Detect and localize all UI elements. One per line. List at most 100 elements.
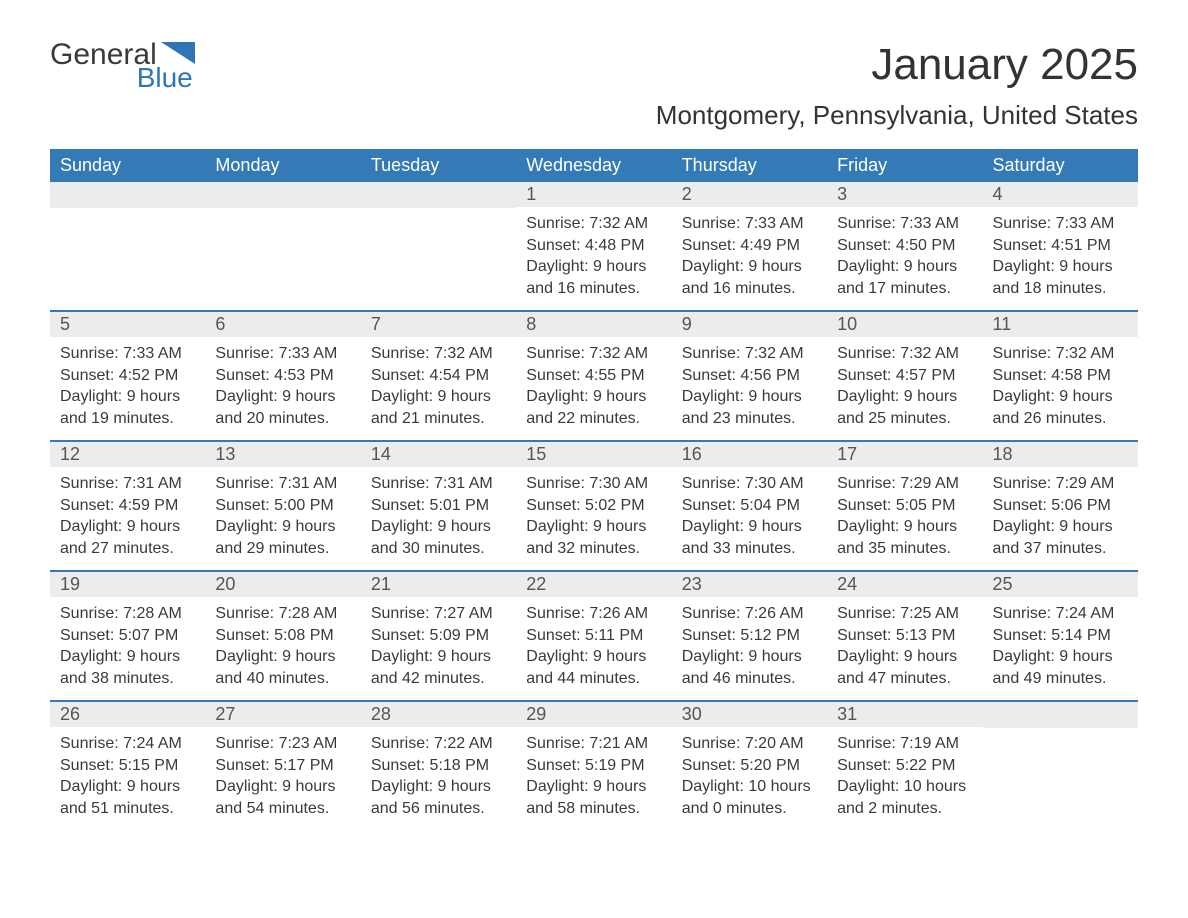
- daylight-line2: and 25 minutes.: [837, 408, 972, 430]
- sunrise-line: Sunrise: 7:32 AM: [682, 343, 817, 365]
- sunrise-line: Sunrise: 7:32 AM: [837, 343, 972, 365]
- day-details: Sunrise: 7:31 AMSunset: 5:01 PMDaylight:…: [361, 467, 516, 559]
- day-details: Sunrise: 7:26 AMSunset: 5:12 PMDaylight:…: [672, 597, 827, 689]
- sunrise-line: Sunrise: 7:26 AM: [682, 603, 817, 625]
- daylight-line2: and 58 minutes.: [526, 798, 661, 820]
- sunrise-line: Sunrise: 7:20 AM: [682, 733, 817, 755]
- day-number: 1: [516, 182, 671, 207]
- sunset-line: Sunset: 5:01 PM: [371, 495, 506, 517]
- calendar-week: 5Sunrise: 7:33 AMSunset: 4:52 PMDaylight…: [50, 310, 1138, 440]
- sunrise-line: Sunrise: 7:19 AM: [837, 733, 972, 755]
- day-number: 8: [516, 312, 671, 337]
- calendar-day: 29Sunrise: 7:21 AMSunset: 5:19 PMDayligh…: [516, 702, 671, 830]
- daylight-line2: and 17 minutes.: [837, 278, 972, 300]
- calendar-day: 24Sunrise: 7:25 AMSunset: 5:13 PMDayligh…: [827, 572, 982, 700]
- daylight-line2: and 44 minutes.: [526, 668, 661, 690]
- calendar-day: [205, 182, 360, 310]
- day-number: 25: [983, 572, 1138, 597]
- daylight-line1: Daylight: 9 hours: [682, 646, 817, 668]
- sunset-line: Sunset: 5:12 PM: [682, 625, 817, 647]
- calendar-week: 1Sunrise: 7:32 AMSunset: 4:48 PMDaylight…: [50, 182, 1138, 310]
- daylight-line2: and 47 minutes.: [837, 668, 972, 690]
- day-details: Sunrise: 7:32 AMSunset: 4:58 PMDaylight:…: [983, 337, 1138, 429]
- day-number: 27: [205, 702, 360, 727]
- day-details: Sunrise: 7:28 AMSunset: 5:07 PMDaylight:…: [50, 597, 205, 689]
- day-details: Sunrise: 7:33 AMSunset: 4:52 PMDaylight:…: [50, 337, 205, 429]
- day-number: 6: [205, 312, 360, 337]
- calendar-day: 21Sunrise: 7:27 AMSunset: 5:09 PMDayligh…: [361, 572, 516, 700]
- day-number: 29: [516, 702, 671, 727]
- day-details: Sunrise: 7:33 AMSunset: 4:49 PMDaylight:…: [672, 207, 827, 299]
- day-details: Sunrise: 7:33 AMSunset: 4:51 PMDaylight:…: [983, 207, 1138, 299]
- brand-logo: General Blue: [50, 40, 195, 92]
- sunset-line: Sunset: 4:59 PM: [60, 495, 195, 517]
- day-details: Sunrise: 7:20 AMSunset: 5:20 PMDaylight:…: [672, 727, 827, 819]
- calendar-day: 17Sunrise: 7:29 AMSunset: 5:05 PMDayligh…: [827, 442, 982, 570]
- daylight-line1: Daylight: 9 hours: [993, 646, 1128, 668]
- sunset-line: Sunset: 4:48 PM: [526, 235, 661, 257]
- day-details: Sunrise: 7:25 AMSunset: 5:13 PMDaylight:…: [827, 597, 982, 689]
- sunrise-line: Sunrise: 7:27 AM: [371, 603, 506, 625]
- daylight-line2: and 16 minutes.: [682, 278, 817, 300]
- daylight-line1: Daylight: 9 hours: [837, 516, 972, 538]
- sunrise-line: Sunrise: 7:30 AM: [526, 473, 661, 495]
- sunrise-line: Sunrise: 7:31 AM: [371, 473, 506, 495]
- daylight-line2: and 51 minutes.: [60, 798, 195, 820]
- location-subtitle: Montgomery, Pennsylvania, United States: [656, 100, 1138, 131]
- calendar-day: 30Sunrise: 7:20 AMSunset: 5:20 PMDayligh…: [672, 702, 827, 830]
- daylight-line1: Daylight: 9 hours: [682, 516, 817, 538]
- sunrise-line: Sunrise: 7:26 AM: [526, 603, 661, 625]
- sunset-line: Sunset: 4:54 PM: [371, 365, 506, 387]
- header-row: General Blue January 2025 Montgomery, Pe…: [50, 40, 1138, 131]
- sunset-line: Sunset: 4:49 PM: [682, 235, 817, 257]
- day-number: 5: [50, 312, 205, 337]
- sunrise-line: Sunrise: 7:31 AM: [215, 473, 350, 495]
- day-details: Sunrise: 7:32 AMSunset: 4:57 PMDaylight:…: [827, 337, 982, 429]
- calendar-day: 25 Sunrise: 7:24 AMSunset: 5:14 PMDayligh…: [983, 572, 1138, 700]
- sunset-line: Sunset: 5:08 PM: [215, 625, 350, 647]
- calendar-day: 31Sunrise: 7:19 AMSunset: 5:22 PMDayligh…: [827, 702, 982, 830]
- sunrise-line: Sunrise: 7:33 AM: [993, 213, 1128, 235]
- sunrise-line: Sunrise: 7:32 AM: [371, 343, 506, 365]
- sunrise-line: Sunrise: 7:28 AM: [215, 603, 350, 625]
- calendar-day: 18Sunrise: 7:29 AMSunset: 5:06 PMDayligh…: [983, 442, 1138, 570]
- calendar-day: 11Sunrise: 7:32 AMSunset: 4:58 PMDayligh…: [983, 312, 1138, 440]
- sunrise-line: Sunrise: 7:24 AM: [993, 603, 1128, 625]
- day-number: 17: [827, 442, 982, 467]
- sunset-line: Sunset: 4:57 PM: [837, 365, 972, 387]
- day-number: 9: [672, 312, 827, 337]
- calendar-day: 13Sunrise: 7:31 AMSunset: 5:00 PMDayligh…: [205, 442, 360, 570]
- sunset-line: Sunset: 4:56 PM: [682, 365, 817, 387]
- daylight-line2: and 46 minutes.: [682, 668, 817, 690]
- daylight-line1: Daylight: 9 hours: [60, 386, 195, 408]
- sunrise-line: Sunrise: 7:25 AM: [837, 603, 972, 625]
- sunset-line: Sunset: 4:53 PM: [215, 365, 350, 387]
- day-number: 30: [672, 702, 827, 727]
- day-details: Sunrise: 7:32 AMSunset: 4:48 PMDaylight:…: [516, 207, 671, 299]
- day-number: 28: [361, 702, 516, 727]
- day-details: Sunrise: 7:33 AMSunset: 4:53 PMDaylight:…: [205, 337, 360, 429]
- calendar-day: [361, 182, 516, 310]
- sunset-line: Sunset: 5:14 PM: [993, 625, 1128, 647]
- calendar-week: 19Sunrise: 7:28 AMSunset: 5:07 PMDayligh…: [50, 570, 1138, 700]
- sunset-line: Sunset: 5:00 PM: [215, 495, 350, 517]
- daylight-line2: and 22 minutes.: [526, 408, 661, 430]
- day-number: 26: [50, 702, 205, 727]
- day-details: Sunrise: 7:28 AMSunset: 5:08 PMDaylight:…: [205, 597, 360, 689]
- day-header: Saturday: [983, 149, 1138, 182]
- day-header: Monday: [205, 149, 360, 182]
- daylight-line2: and 19 minutes.: [60, 408, 195, 430]
- day-number: 4: [983, 182, 1138, 207]
- calendar-body: 1Sunrise: 7:32 AMSunset: 4:48 PMDaylight…: [50, 182, 1138, 830]
- daylight-line1: Daylight: 9 hours: [60, 776, 195, 798]
- daylight-line1: Daylight: 9 hours: [837, 386, 972, 408]
- day-number: 22: [516, 572, 671, 597]
- day-details: Sunrise: 7:31 AMSunset: 4:59 PMDaylight:…: [50, 467, 205, 559]
- day-details: Sunrise: 7:32 AMSunset: 4:56 PMDaylight:…: [672, 337, 827, 429]
- sunset-line: Sunset: 4:52 PM: [60, 365, 195, 387]
- sunrise-line: Sunrise: 7:33 AM: [215, 343, 350, 365]
- calendar-day: 2Sunrise: 7:33 AMSunset: 4:49 PMDaylight…: [672, 182, 827, 310]
- daylight-line1: Daylight: 9 hours: [837, 256, 972, 278]
- calendar-day: 4Sunrise: 7:33 AMSunset: 4:51 PMDaylight…: [983, 182, 1138, 310]
- day-details: Sunrise: 7:31 AMSunset: 5:00 PMDaylight:…: [205, 467, 360, 559]
